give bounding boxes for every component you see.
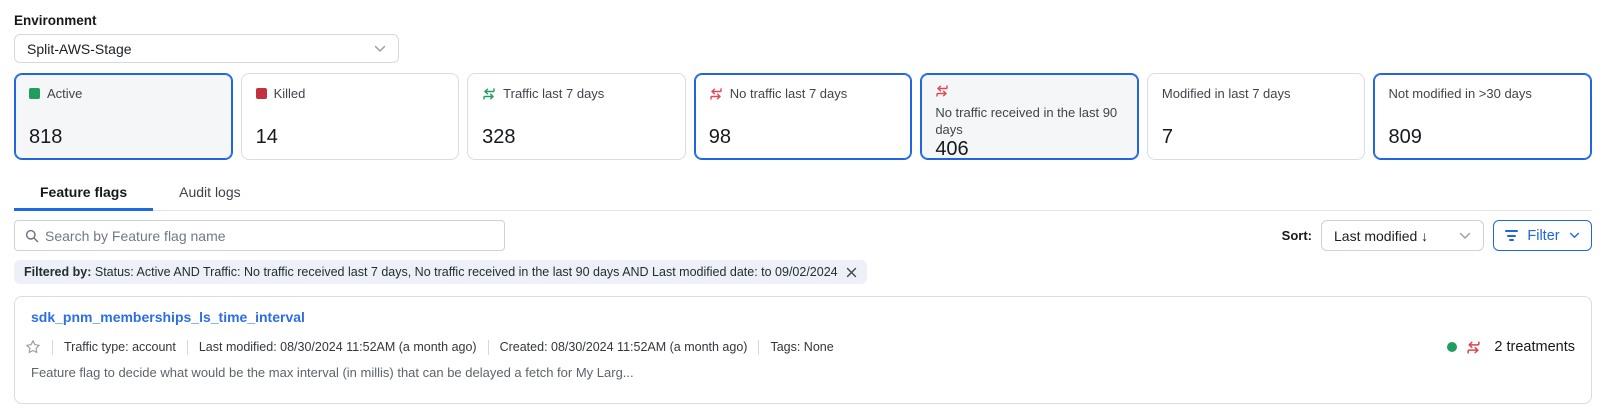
stat-card-not-modified-30-days[interactable]: Not modified in >30 days 809 [1373, 73, 1593, 160]
stat-card-active[interactable]: Active 818 [14, 73, 233, 160]
no-traffic-arrows-icon [935, 85, 949, 97]
stat-card-value: 7 [1161, 126, 1174, 148]
applied-filters-chip: Filtered by: Status: Active AND Traffic:… [14, 260, 867, 284]
environment-selected-value: Split-AWS-Stage [27, 40, 132, 57]
flag-description: Feature flag to decide what would be the… [31, 365, 634, 380]
filter-button-label: Filter [1527, 227, 1560, 244]
stat-card-label: Active [47, 86, 83, 101]
traffic-type: Traffic type: account [64, 340, 176, 354]
tab-audit-logs[interactable]: Audit logs [179, 184, 241, 200]
stat-card-value: 328 [482, 126, 516, 148]
close-icon[interactable] [846, 267, 857, 278]
stat-card-label: No traffic received in the last 90 days [935, 105, 1118, 137]
stat-card-value: 809 [1388, 126, 1422, 148]
stat-card-value: 98 [708, 126, 731, 148]
stat-card-modified-last-7-days[interactable]: Modified in last 7 days 7 [1146, 73, 1366, 160]
sort-label: Sort: [1281, 228, 1312, 243]
filter-icon [1505, 230, 1519, 241]
treatments-count: 2 treatments [1494, 339, 1575, 355]
tags: Tags: None [770, 340, 834, 354]
filter-button[interactable]: Filter [1493, 220, 1592, 251]
chevron-down-icon [374, 45, 386, 53]
search-icon [25, 229, 39, 243]
feature-flag-name-link[interactable]: sdk_pnm_memberships_ls_time_interval [31, 309, 305, 325]
search-input[interactable] [45, 227, 494, 244]
chevron-down-icon [1569, 232, 1580, 239]
filtered-by-label: Filtered by: [24, 265, 92, 279]
last-modified: Last modified: 08/30/2024 11:52AM (a mon… [198, 340, 477, 354]
divider [758, 339, 760, 355]
stat-card-label: Traffic last 7 days [503, 86, 605, 101]
stat-card-label: Modified in last 7 days [1161, 86, 1291, 101]
active-status-dot-icon [1447, 342, 1458, 352]
stat-card-value: 818 [29, 126, 63, 148]
environment-label: Environment [14, 13, 97, 28]
stat-card-label: Killed [273, 86, 306, 101]
stat-card-label: No traffic last 7 days [729, 86, 848, 101]
stat-card-killed[interactable]: Killed 14 [240, 73, 460, 160]
flag-meta-row: Traffic type: account Last modified: 08/… [25, 339, 834, 355]
stat-card-traffic-last-7-days[interactable]: Traffic last 7 days 328 [467, 73, 686, 160]
no-traffic-arrows-icon [709, 87, 723, 100]
stat-card-no-traffic-last-7-days[interactable]: No traffic last 7 days 98 [693, 73, 913, 160]
traffic-arrows-icon [482, 87, 496, 100]
search-box [14, 220, 505, 251]
tab-bar: Feature flags Audit logs [14, 175, 1592, 211]
chevron-down-icon [1459, 232, 1471, 240]
divider [487, 339, 489, 355]
stat-card-label: Not modified in >30 days [1388, 86, 1532, 101]
divider [52, 339, 53, 355]
stats-card-row: Active 818 Killed 14 Traffic last 7 days [14, 73, 1593, 160]
no-traffic-arrows-icon [1466, 340, 1481, 354]
active-status-square-icon [29, 88, 40, 99]
sort-select[interactable]: Last modified ↓ [1321, 220, 1484, 251]
divider [186, 339, 188, 355]
sort-selected-value: Last modified ↓ [1334, 227, 1429, 244]
stat-card-value: 406 [935, 138, 969, 160]
killed-status-square-icon [255, 88, 267, 99]
feature-flag-list-item: sdk_pnm_memberships_ls_time_interval Tra… [14, 296, 1592, 404]
stat-card-value: 14 [255, 126, 278, 148]
toolbar: Sort: Last modified ↓ Filter [14, 220, 1592, 251]
tab-feature-flags[interactable]: Feature flags [14, 175, 154, 211]
environment-select[interactable]: Split-AWS-Stage [14, 34, 399, 63]
stat-card-no-traffic-90-days[interactable]: No traffic received in the last 90 days … [920, 73, 1139, 160]
created: Created: 08/30/2024 11:52AM (a month ago… [499, 340, 748, 354]
filtered-by-text: Status: Active AND Traffic: No traffic r… [94, 265, 838, 279]
star-icon[interactable] [25, 339, 41, 355]
